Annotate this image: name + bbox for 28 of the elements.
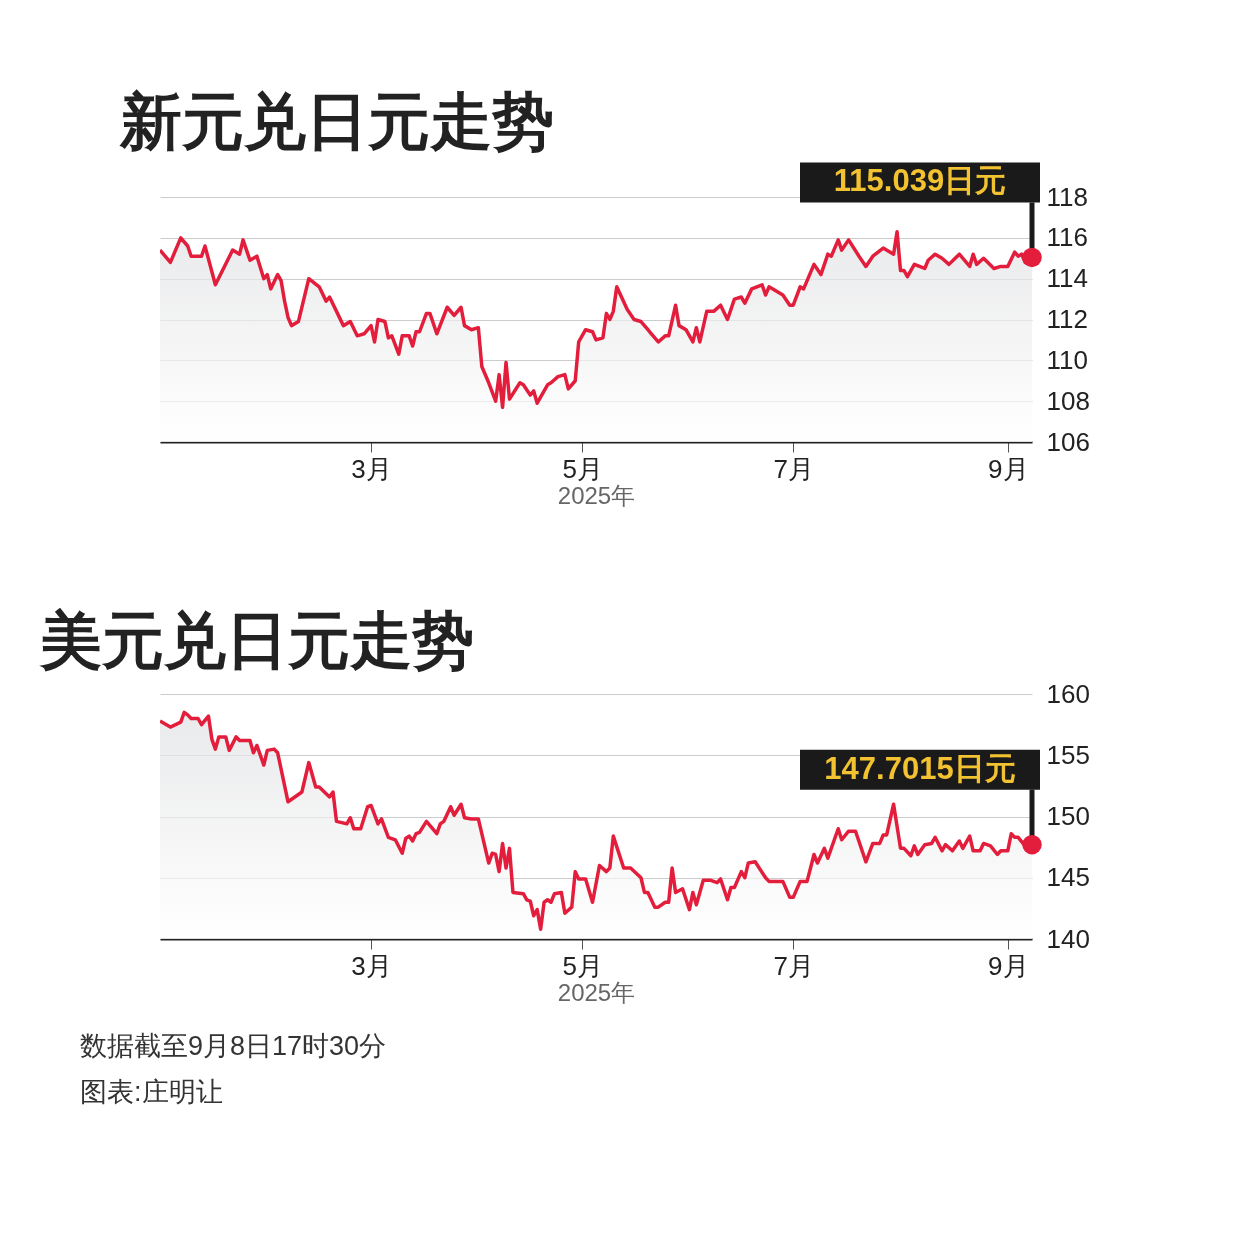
y-tick-label: 140: [1046, 923, 1090, 954]
x-tick-label: 9月: [988, 453, 1029, 484]
text: 图表:庄明让: [80, 1077, 223, 1107]
x-tick-label: 7月: [773, 950, 814, 981]
y-tick-label: 108: [1046, 385, 1090, 416]
x-axis-title: 2025年: [557, 481, 636, 509]
y-tick-label: 150: [1046, 801, 1090, 831]
x-tick-label: 9月: [988, 950, 1029, 981]
y-tick-label: 118: [1046, 181, 1088, 212]
chart-title: 新元兑日元走势: [119, 87, 554, 157]
y-tick-label: 106: [1046, 426, 1090, 457]
annotation: 115.039日元: [833, 163, 1007, 199]
y-tick-label: 160: [1046, 678, 1090, 709]
x-axis-title: 2025年: [557, 978, 636, 1006]
x-tick-label: 7月: [773, 453, 814, 484]
y-tick-label: 145: [1046, 862, 1090, 893]
y-tick-label: 110: [1046, 344, 1088, 375]
x-tick-label: 5月: [562, 950, 603, 981]
chart-title: 美元兑日元走势: [39, 606, 474, 675]
y-tick-label: 155: [1046, 739, 1090, 770]
y-tick-label: 116: [1046, 222, 1088, 253]
x-tick-label: 5月: [562, 453, 603, 484]
x-tick-label: 3月: [351, 453, 392, 484]
y-tick-label: 112: [1046, 304, 1088, 334]
text: 数据截至9月8日17时30分: [80, 1031, 387, 1061]
annotation: 147.7015日元: [824, 750, 1016, 786]
x-tick-label: 3月: [351, 950, 392, 981]
y-tick-label: 114: [1046, 263, 1088, 294]
